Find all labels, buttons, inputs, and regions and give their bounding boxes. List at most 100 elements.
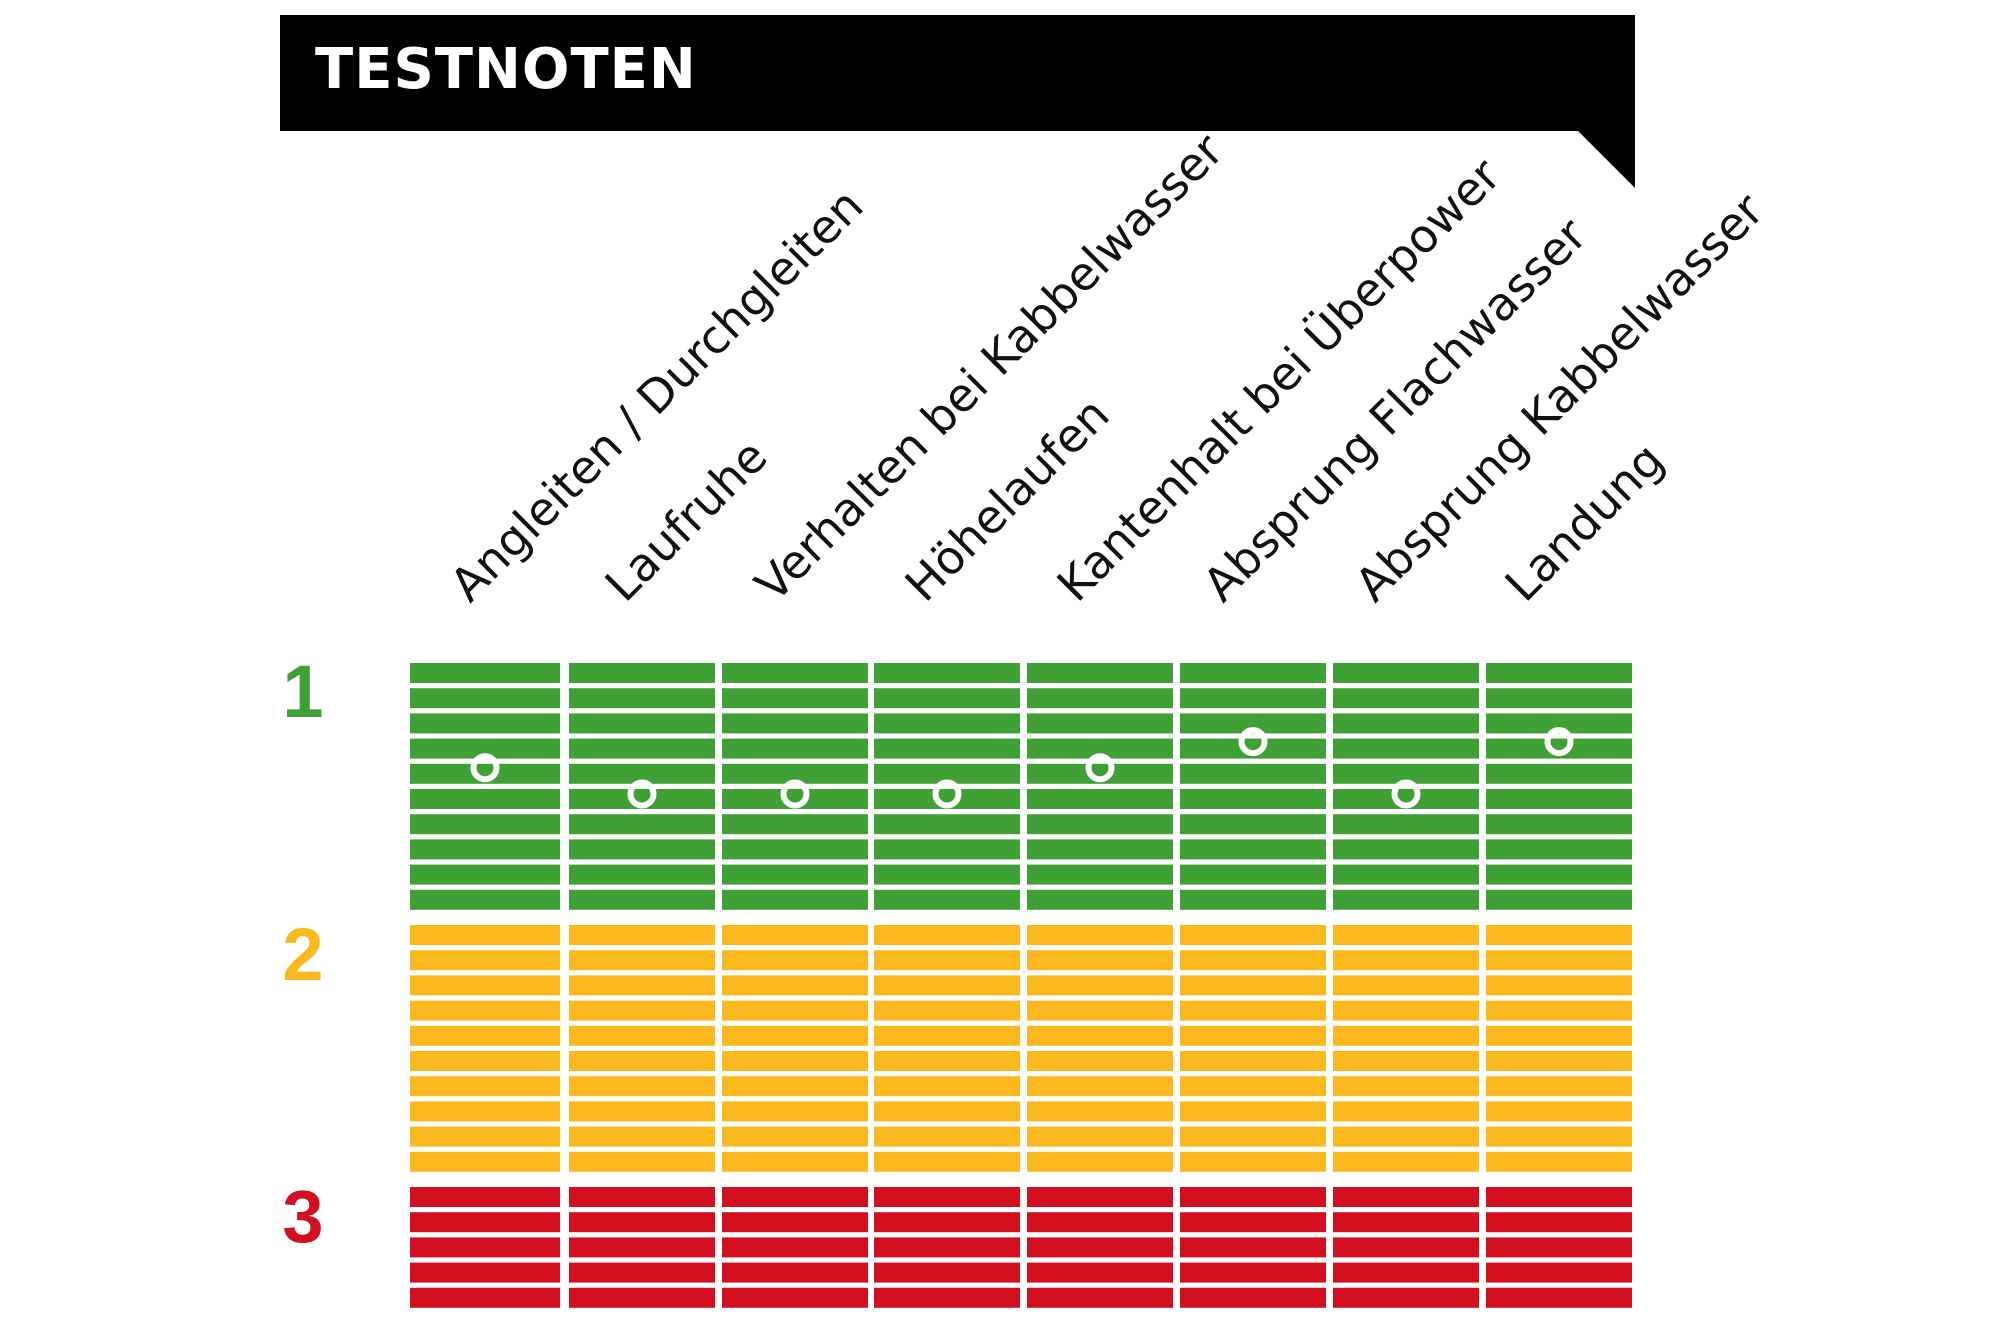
grade-3-cell [722, 1187, 868, 1207]
grade-1-cell [874, 789, 1020, 809]
grade-2-cell [1027, 1000, 1173, 1021]
grade-3-cell [410, 1262, 560, 1283]
grade-2-cell [569, 925, 715, 945]
grade-2-cell [1486, 975, 1632, 996]
chart-title: TESTNOTEN [315, 37, 697, 102]
grade-1-cell [1027, 789, 1173, 809]
grade-1-cell [1027, 864, 1173, 885]
grade-2-cell [1486, 1101, 1632, 1122]
grade-2-cell [722, 1025, 868, 1046]
grade-1-cell [569, 738, 715, 759]
grade-2-cell [1180, 1126, 1326, 1147]
grade-2-cell [1027, 1151, 1173, 1172]
grade-3-cell [410, 1237, 560, 1258]
grade-3-cell [569, 1237, 715, 1258]
grade-2-cell [722, 1101, 868, 1122]
grade-2-cell [569, 1151, 715, 1172]
grade-1-cell [569, 814, 715, 835]
grade-2-cell [410, 1151, 560, 1172]
grade-1-cell [1180, 738, 1326, 759]
grade-1-cell [1333, 889, 1479, 910]
grade-2-cell [410, 925, 560, 945]
grade-1-cell [1180, 789, 1326, 809]
score-marker [1544, 727, 1574, 757]
grade-2-cell [569, 1025, 715, 1046]
grade-1-cell [722, 713, 868, 734]
grade-1-cell [874, 688, 1020, 709]
grade-2-cell [569, 1126, 715, 1147]
grade-3-cell [569, 1187, 715, 1207]
score-marker [932, 779, 962, 809]
grade-3-cell [1333, 1287, 1479, 1308]
grade-2-cell [1180, 1151, 1326, 1172]
grade-1-cell [1027, 814, 1173, 835]
grade-3-cell [1486, 1287, 1632, 1308]
grade-1-cell [569, 713, 715, 734]
grade-3-cell [1333, 1237, 1479, 1258]
grade-2-cell [1027, 950, 1173, 971]
grade-1-cell [1486, 763, 1632, 784]
grade-2-cell [1333, 1101, 1479, 1122]
grade-1-cell [1486, 889, 1632, 910]
grade-2-cell [874, 1025, 1020, 1046]
grade-1-cell [1486, 839, 1632, 860]
grade-1-cell [722, 864, 868, 885]
grade-1-cell [722, 738, 868, 759]
grade-2-cell [1180, 1051, 1326, 1071]
grade-3-cell [1180, 1262, 1326, 1283]
grade-2-cell [410, 1101, 560, 1122]
grade-2-cell [1027, 975, 1173, 996]
grade-1-cell [1333, 738, 1479, 759]
grade-3-cell [1027, 1237, 1173, 1258]
grade-label-1: 1 [282, 650, 324, 733]
grade-1-cell [1333, 688, 1479, 709]
grade-1-cell [569, 663, 715, 683]
grade-2-cell [1333, 950, 1479, 971]
grade-1-cell [722, 688, 868, 709]
grade-2-cell [1486, 1151, 1632, 1172]
grade-2-cell [1486, 1126, 1632, 1147]
grade-2-cell [569, 975, 715, 996]
grade-1-cell [1027, 763, 1173, 784]
grade-2-cell [1180, 950, 1326, 971]
grade-1-cell [1333, 814, 1479, 835]
grade-1-cell [1027, 688, 1173, 709]
grade-1-cell [1486, 688, 1632, 709]
grade-1-cell [1180, 814, 1326, 835]
grade-2-cell [1333, 1000, 1479, 1021]
grade-2-cell [1333, 1126, 1479, 1147]
grade-2-cell [874, 1000, 1020, 1021]
grade-2-cell [1180, 925, 1326, 945]
grade-3-cell [1180, 1187, 1326, 1207]
grade-3-cell [1486, 1237, 1632, 1258]
grade-3-cell [1027, 1287, 1173, 1308]
grade-1-cell [569, 789, 715, 809]
grade-1-cell [410, 889, 560, 910]
grade-2-cell [1333, 925, 1479, 945]
grade-2-cell [569, 1051, 715, 1071]
grade-1-cell [1027, 738, 1173, 759]
grade-1-cell [1333, 663, 1479, 683]
grade-3-cell [410, 1187, 560, 1207]
grade-1-cell [1180, 763, 1326, 784]
grade-3-cell [1180, 1287, 1326, 1308]
grade-3-cell [1333, 1187, 1479, 1207]
grade-1-cell [1180, 688, 1326, 709]
grade-2-cell [1333, 1151, 1479, 1172]
grade-2-cell [874, 950, 1020, 971]
grade-1-cell [1180, 663, 1326, 683]
grade-1-cell [722, 889, 868, 910]
grade-3-cell [722, 1237, 868, 1258]
grade-3-cell [874, 1287, 1020, 1308]
grade-3-cell [1486, 1212, 1632, 1233]
grade-2-cell [410, 1051, 560, 1071]
grade-1-cell [410, 663, 560, 683]
grade-1-cell [410, 763, 560, 784]
grade-1-cell [1180, 864, 1326, 885]
grade-2-cell [1486, 1025, 1632, 1046]
grade-1-cell [1333, 839, 1479, 860]
grade-1-cell [569, 889, 715, 910]
grade-1-cell [1027, 663, 1173, 683]
grade-1-cell [410, 839, 560, 860]
grade-1-cell [569, 864, 715, 885]
